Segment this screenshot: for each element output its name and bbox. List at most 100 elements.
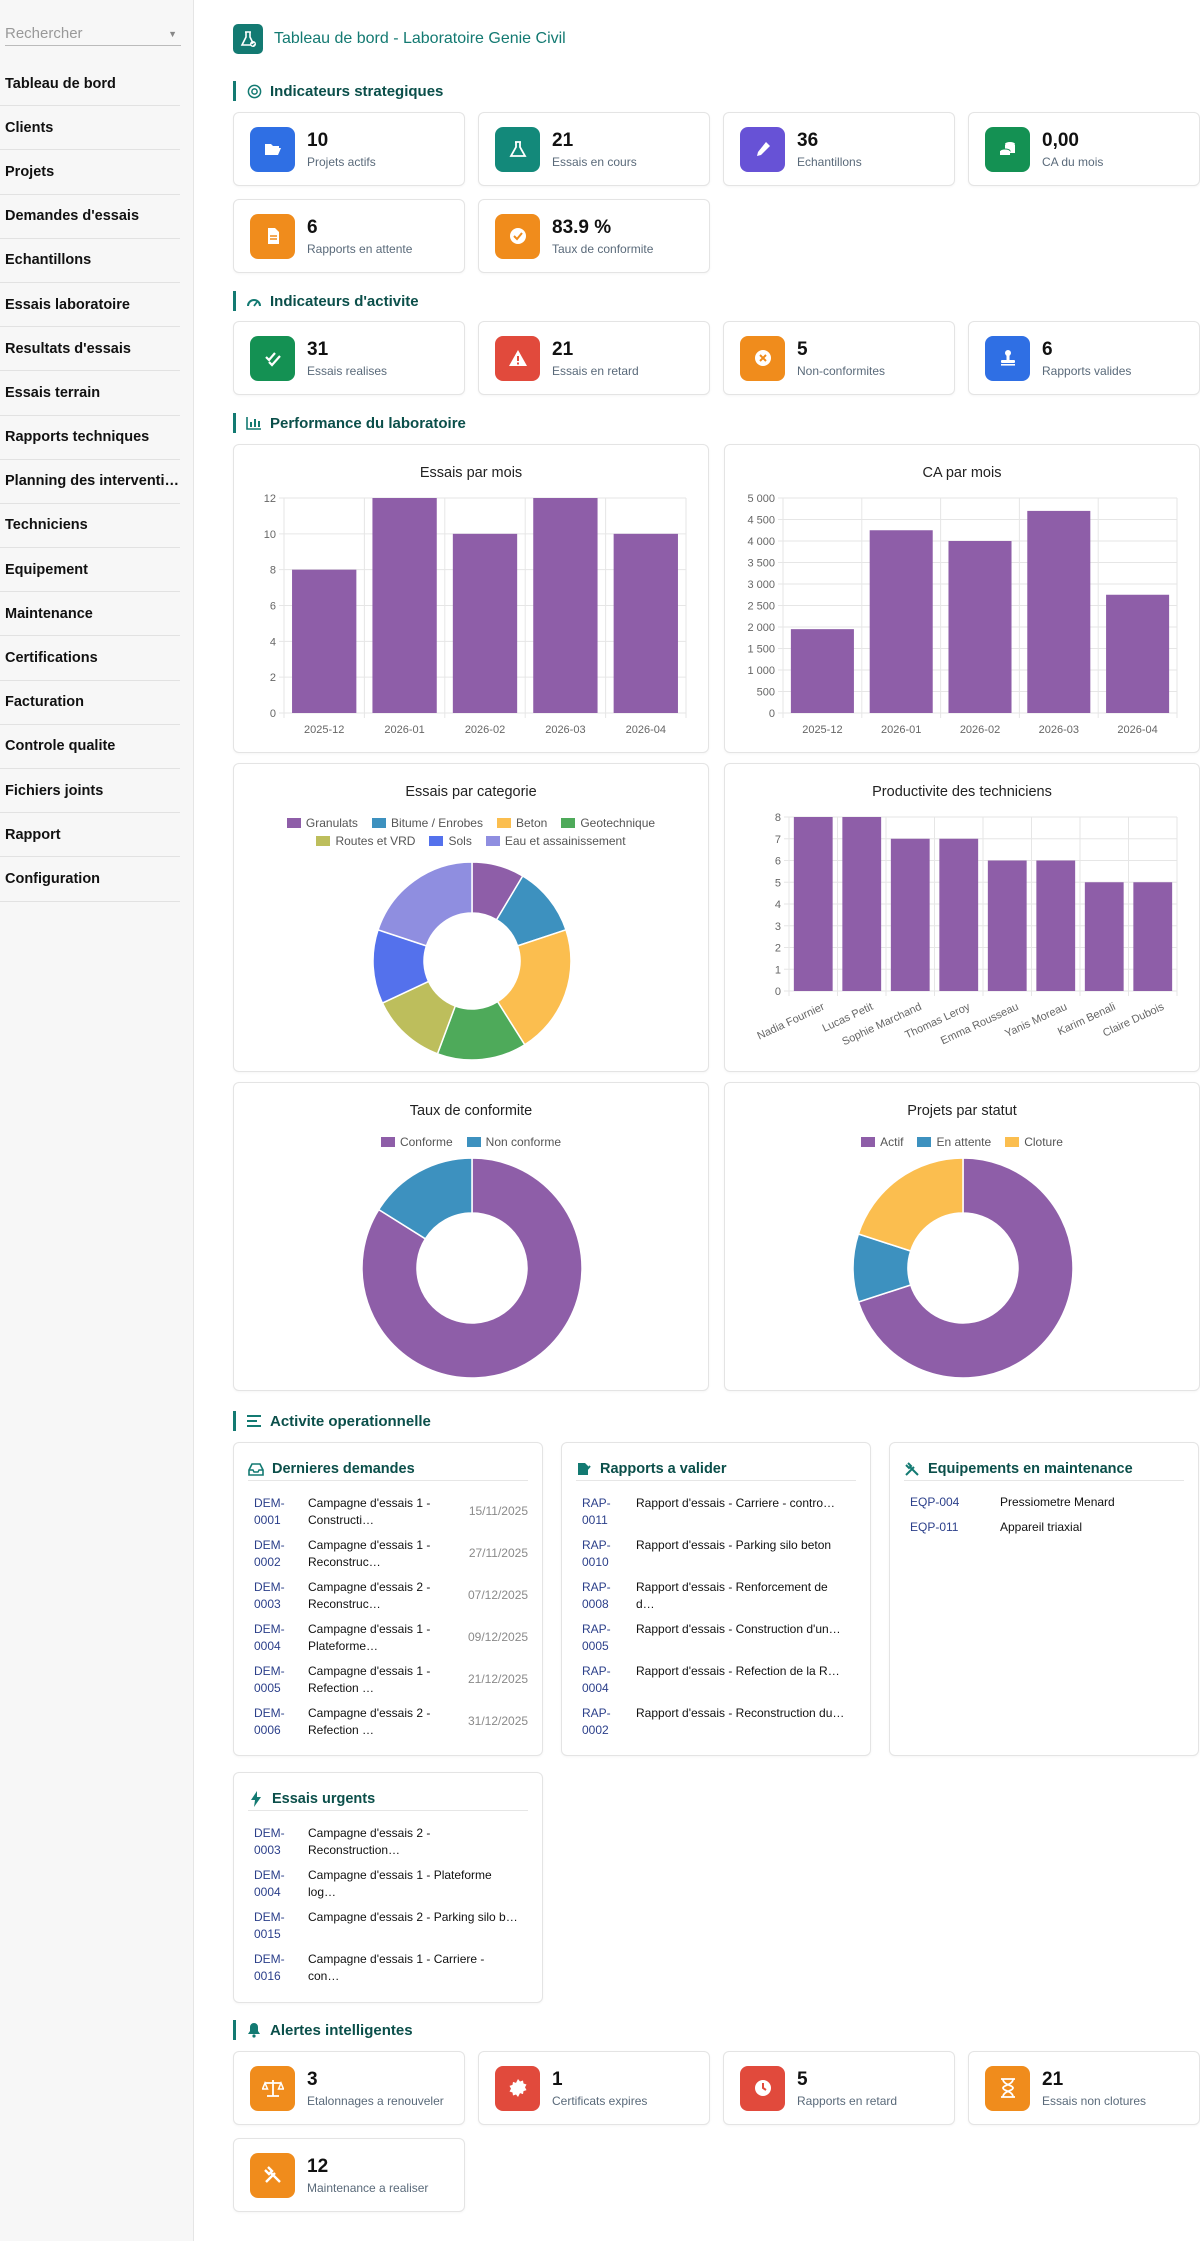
item-code-link[interactable]: DEM- 0006 [254,1706,285,1737]
item-code-link[interactable]: DEM- 0015 [254,1910,285,1941]
alert-card[interactable]: 5 Rapports en retard [723,2051,955,2125]
sidebar-item-clients[interactable]: Clients [0,106,180,151]
kpi-card[interactable]: 21 Essais en cours [478,112,710,186]
sidebar-item-resultats[interactable]: Resultats d'essais [0,327,180,372]
list-item[interactable]: DEM- 0005 Campagne d'essais 1 - Refection… [254,1663,528,1705]
list-item[interactable]: DEM- 0001 Campagne d'essais 1 - Construct… [254,1495,528,1537]
list-item[interactable]: DEM- 0016 Campagne d'essais 1 - Carriere … [254,1951,528,1993]
sidebar-item-rapports-techniques[interactable]: Rapports techniques [0,416,180,460]
list-item[interactable]: RAP- 0005 Rapport d'essais - Construction… [582,1621,856,1663]
list-item[interactable]: RAP- 0004 Rapport d'essais - Refection de… [582,1663,856,1705]
y-tick-label: 2 [270,672,276,684]
legend-item[interactable]: En attente [917,1135,991,1149]
legend-item[interactable]: Eau et assainissement [485,834,626,848]
clock-icon [740,2065,785,2111]
legend-item[interactable]: Actif [861,1135,903,1149]
kpi-label: Rapports en attente [307,241,413,256]
sidebar-item-techniciens[interactable]: Techniciens [0,504,180,549]
sidebar-item-echantillons[interactable]: Echantillons [0,239,180,283]
legend-item[interactable]: Beton [496,816,547,830]
kpi-card[interactable]: 5 Non-conformites [723,321,955,395]
section-strategic-header: Indicateurs strategiques [233,81,443,101]
list-item[interactable]: DEM- 0003 Campagne d'essais 2 - Reconstru… [254,1825,528,1867]
item-code-link[interactable]: DEM- 0016 [254,1952,285,1983]
sidebar-nav: Tableau de bord Clients Projets Demandes… [0,62,180,902]
list-item[interactable]: RAP- 0002 Rapport d'essais - Reconstructi… [582,1705,856,1747]
legend-item[interactable]: Sols [429,834,472,848]
item-code-link[interactable]: DEM- 0001 [254,1496,285,1527]
kpi-card[interactable]: 31 Essais realises [233,321,465,395]
legend-item[interactable]: Bitume / Enrobes [371,816,483,830]
kpi-card[interactable]: 21 Essais en retard [478,321,710,395]
bar [842,817,882,991]
sidebar-item-demandes[interactable]: Demandes d'essais [0,195,180,239]
item-code-link[interactable]: DEM- 0004 [254,1868,285,1899]
item-code-link[interactable]: RAP- 0002 [582,1706,611,1737]
legend-label: Actif [880,1135,904,1149]
sidebar-item-facturation[interactable]: Facturation [0,681,180,725]
chart-title: Essais par categorie [405,784,537,800]
item-description: Campagne d'essais 1 - Constructi… [308,1496,431,1527]
legend-label: Cloture [1024,1135,1063,1149]
list-item[interactable]: RAP- 0010 Rapport d'essais - Parking silo… [582,1537,856,1579]
list-item[interactable]: DEM- 0004 Campagne d'essais 1 - Plateform… [254,1867,528,1909]
item-code-link[interactable]: RAP- 0010 [582,1538,611,1569]
sidebar-item-controle-qualite[interactable]: Controle qualite [0,725,180,769]
alert-card[interactable]: 12 Maintenance a realiser [233,2138,465,2212]
item-code-link[interactable]: EQP-004 [910,1495,960,1509]
item-code-link[interactable]: RAP- 0005 [582,1622,611,1653]
sidebar-item-rapport[interactable]: Rapport [0,813,180,858]
legend-item[interactable]: Geotechnique [561,816,655,830]
list-item[interactable]: EQP-011 Appareil triaxial [910,1520,1184,1545]
item-code-link[interactable]: EQP-011 [910,1520,959,1534]
list-item[interactable]: DEM- 0003 Campagne d'essais 2 - Reconstru… [254,1579,528,1621]
sidebar-item-planning[interactable]: Planning des interventi… [0,460,180,504]
sidebar-item-tableau-de-bord[interactable]: Tableau de bord [0,62,180,107]
alert-card[interactable]: 1 Certificats expires [478,2051,710,2125]
legend-item[interactable]: Non conforme [466,1135,561,1149]
alert-card[interactable]: 21 Essais non clotures [968,2051,1200,2125]
kpi-card[interactable]: 6 Rapports valides [968,321,1200,395]
sidebar-item-maintenance[interactable]: Maintenance [0,592,180,637]
list-item[interactable]: RAP- 0011 Rapport d'essais - Carriere - c… [582,1495,856,1537]
legend-item[interactable]: Conforme [380,1135,453,1149]
demandes-list: DEM- 0001 Campagne d'essais 1 - Construct… [254,1495,528,1747]
list-item[interactable]: DEM- 0006 Campagne d'essais 2 - Refection… [254,1705,528,1747]
item-code-link[interactable]: DEM- 0005 [254,1664,285,1695]
item-code-link[interactable]: RAP- 0008 [582,1580,611,1611]
item-code-link[interactable]: DEM- 0003 [254,1826,285,1857]
item-code-link[interactable]: RAP- 0011 [582,1496,611,1527]
sidebar-item-equipement[interactable]: Equipement [0,548,180,593]
y-tick-label: 3 [775,921,781,933]
legend-item[interactable]: Granulats [286,816,358,830]
item-code-link[interactable]: RAP- 0004 [582,1664,611,1695]
kpi-card[interactable]: 10 Projets actifs [233,112,465,186]
list-item[interactable]: DEM- 0015 Campagne d'essais 2 - Parking s… [254,1909,528,1951]
list-item[interactable]: RAP- 0008 Rapport d'essais - Renforcement… [582,1579,856,1621]
sidebar-item-fichiers-joints[interactable]: Fichiers joints [0,769,180,814]
chart-bar-icon [246,415,262,431]
sidebar-item-essais-terrain[interactable]: Essais terrain [0,371,180,416]
sidebar-item-certifications[interactable]: Certifications [0,636,180,681]
list-item[interactable]: DEM- 0002 Campagne d'essais 1 - Reconstru… [254,1537,528,1579]
item-code-link[interactable]: DEM- 0002 [254,1538,285,1569]
kpi-card[interactable]: 36 Echantillons [723,112,955,186]
sidebar-item-essais-laboratoire[interactable]: Essais laboratoire [0,283,180,328]
list-item[interactable]: DEM- 0004 Campagne d'essais 1 - Plateform… [254,1621,528,1663]
search-input[interactable]: Rechercher ▼ [5,22,181,46]
kpi-card[interactable]: 6 Rapports en attente [233,199,465,273]
item-code-link[interactable]: DEM- 0003 [254,1580,285,1611]
legend-item[interactable]: Routes et VRD [316,834,415,848]
item-code-link[interactable]: DEM- 0004 [254,1622,285,1653]
kpi-card[interactable]: 83.9 % Taux de conformite [478,199,710,273]
list-item[interactable]: EQP-004 Pressiometre Menard [910,1495,1184,1520]
sidebar-item-projets[interactable]: Projets [0,150,180,195]
bar [793,817,833,991]
sidebar-item-configuration[interactable]: Configuration [0,857,180,902]
alert-card[interactable]: 3 Etalonnages a renouveler [233,2051,465,2125]
legend-item[interactable]: Cloture [1005,1135,1063,1149]
chevron-down-icon[interactable]: ▼ [168,28,177,39]
panel-essais-urgents: Essais urgents DEM- 0003 Campagne d'essai… [233,1772,543,2003]
kpi-card[interactable]: 0,00 CA du mois [968,112,1200,186]
kpi-label: Essais en cours [552,154,637,169]
